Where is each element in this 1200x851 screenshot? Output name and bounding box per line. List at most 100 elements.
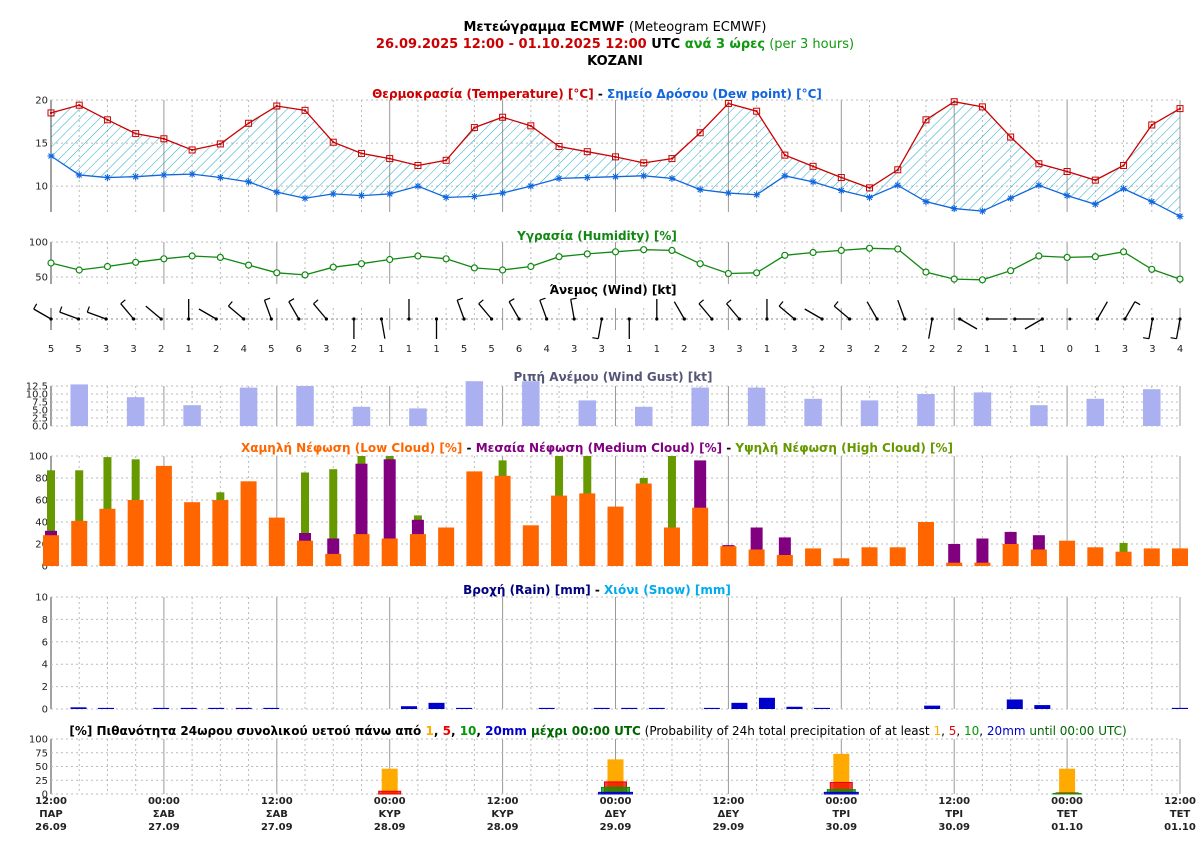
low-cloud-bar	[381, 538, 398, 566]
wind-speed-label: 2	[681, 344, 687, 355]
wind-barb-base	[627, 317, 631, 321]
cloud-title-sep-1: -	[462, 441, 475, 455]
x-tick-day: ΚΥΡ	[491, 809, 513, 820]
temperature-point-core	[953, 100, 956, 103]
dewpoint-point-stroke	[640, 172, 647, 179]
wind-barb-shaft	[570, 299, 575, 320]
dewpoint-point-stroke	[245, 178, 252, 185]
wind-barb-base	[352, 317, 356, 321]
cloud-y-tick-label: 100	[29, 452, 48, 463]
temperature-point-core	[1094, 179, 1097, 182]
wind-barb-base	[875, 317, 879, 321]
x-tick-day: ΠΑΡ	[39, 809, 62, 820]
wind-barb-shaft	[597, 318, 603, 339]
humidity-point	[470, 264, 478, 272]
header-title: Μετεώγραμμα ECMWF	[463, 20, 624, 35]
wind-barb-base	[489, 317, 494, 321]
temperature-point-core	[812, 165, 815, 168]
temperature-point-core	[670, 157, 673, 160]
dewpoint-point-stroke	[132, 173, 139, 180]
wind-speed-label: 1	[626, 344, 632, 355]
wind-barb	[539, 297, 549, 321]
rain-y-tick-label: 0	[42, 705, 48, 716]
wind-barb-feather	[698, 299, 705, 305]
low-cloud-bar	[974, 562, 991, 566]
wind-barb-shaft	[456, 299, 465, 320]
gust-bar	[860, 400, 879, 426]
x-tick-time: 12:00	[261, 796, 293, 807]
temperature-point	[640, 159, 648, 167]
prob-title-en-b: until 00:00 UTC)	[1026, 724, 1127, 738]
header-line2: 26.09.2025 12:00 - 01.10.2025 12:00 UTC …	[376, 37, 854, 52]
wind-barb	[407, 299, 411, 321]
rain-bar	[400, 706, 417, 709]
wind-barb-base	[214, 317, 218, 321]
wind-barb-feather	[1134, 301, 1141, 306]
x-tick-date: 30.09	[938, 822, 970, 833]
temperature-point	[216, 140, 224, 148]
x-tick-date: 26.09	[35, 822, 67, 833]
rain-bar	[758, 697, 775, 709]
wind-barb	[1095, 301, 1108, 321]
wind-barb	[145, 305, 163, 321]
low-cloud-bar	[917, 522, 934, 566]
wind-speed-label: 1	[1012, 344, 1018, 355]
low-cloud-bar	[43, 535, 59, 566]
wind-barb-shaft	[1124, 301, 1136, 320]
wind-barb-base	[1095, 317, 1099, 321]
temperature-point-core	[1122, 164, 1125, 167]
dewpoint-point-stroke	[443, 194, 450, 201]
prob-gr-sep1: ,	[434, 724, 443, 738]
x-tick-day: ΔΕΥ	[605, 809, 628, 820]
wind-barb	[478, 299, 494, 321]
low-cloud-bar	[494, 475, 511, 566]
humidity-point	[1176, 275, 1184, 283]
high-cloud-bar	[329, 469, 338, 566]
humidity-point	[1035, 252, 1043, 260]
gust-bar	[1030, 405, 1048, 426]
wind-barb-base	[682, 317, 686, 321]
low-cloud-bar	[1059, 540, 1076, 566]
humidity-point	[499, 266, 507, 274]
rain-bar	[153, 707, 170, 709]
dewpoint-point-stroke	[273, 189, 280, 196]
prob-en-sep3: ,	[979, 724, 987, 738]
dewpoint-point	[273, 188, 281, 196]
x-tick-time: 00:00	[825, 796, 857, 807]
temperature-point	[1007, 133, 1015, 141]
cloud-y-tick-label: 60	[35, 496, 48, 507]
wind-barb-shaft	[1148, 318, 1154, 339]
gust-y-tick-label: 12.5	[26, 382, 48, 393]
dewpoint-point	[837, 186, 845, 194]
prob-en-th10: 10	[964, 724, 979, 738]
temperature-point	[837, 174, 845, 182]
rain-bar	[814, 707, 831, 709]
dewpoint-point-stroke	[1035, 182, 1042, 189]
humidity-point	[865, 244, 874, 252]
temperature-point-core	[614, 155, 617, 158]
prob-en-sep1: ,	[941, 724, 949, 738]
x-tick-day: ΤΕΤ	[1057, 809, 1078, 820]
temperature-point	[668, 155, 676, 163]
wind-barb-feather	[1142, 337, 1150, 340]
rain-y-tick-label: 10	[35, 593, 48, 604]
wind-barb-shaft	[87, 311, 107, 320]
wind-barb-base	[792, 317, 797, 321]
temperature-point-core	[191, 148, 194, 151]
cloud-panel-title: Χαμηλή Νέφωση (Low Cloud) [%] - Μεσαία Ν…	[241, 441, 953, 455]
wind-speed-label: 5	[75, 344, 81, 355]
medium-cloud-bar	[976, 538, 989, 566]
high-cloud-bar	[75, 470, 84, 566]
dewpoint-point	[1035, 181, 1043, 189]
temperature-point	[1035, 160, 1043, 168]
low-cloud-bar	[692, 507, 709, 566]
rain-bar	[731, 702, 748, 709]
x-tick-time: 12:00	[487, 796, 519, 807]
low-cloud-bar	[579, 493, 596, 566]
gust-bar	[747, 387, 766, 426]
prob-panel-title: [%] Πιθανότητα 24ωρου συνολικού υετού πά…	[69, 724, 1126, 738]
dewpoint-point	[301, 194, 309, 202]
wind-barb	[985, 317, 1008, 321]
wind-barb	[1013, 317, 1035, 321]
